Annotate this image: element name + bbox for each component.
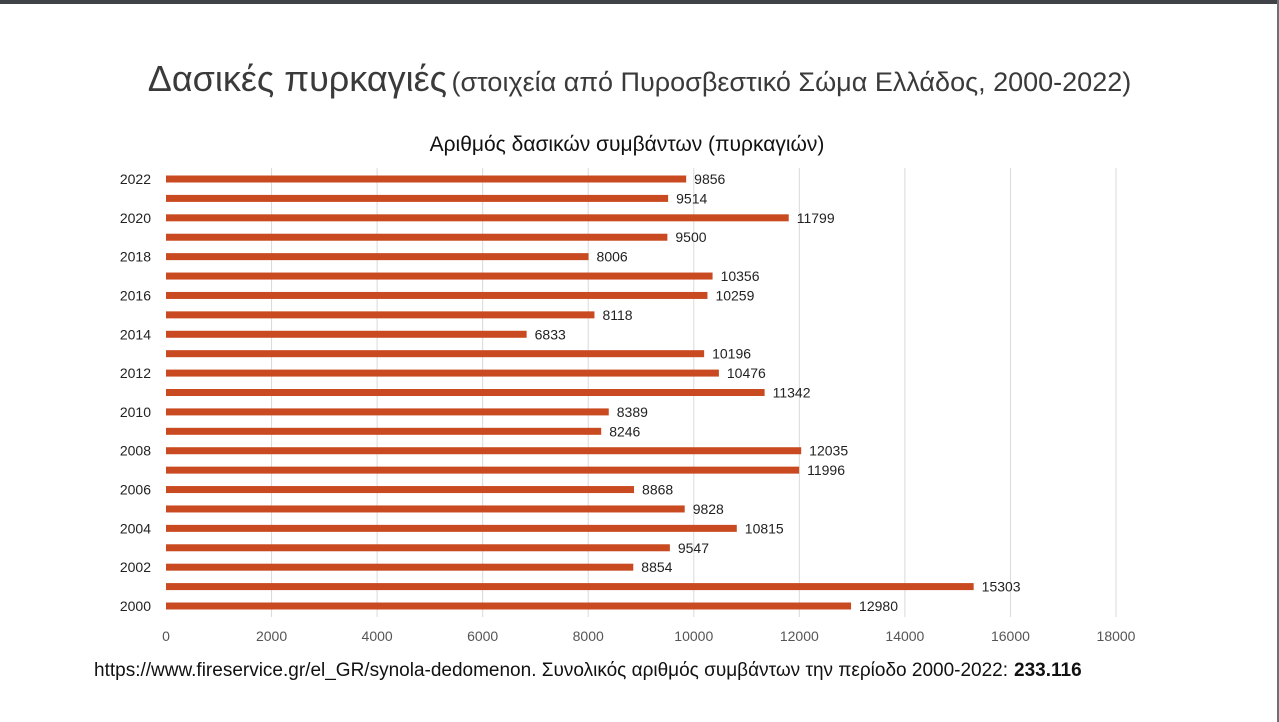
window-top-border	[0, 0, 1279, 4]
slide-title: Δασικές πυρκαγιές (στοιχεία από Πυροσβεσ…	[0, 58, 1279, 100]
data-label: 9828	[693, 501, 724, 517]
data-label: 8389	[617, 404, 648, 420]
bar	[166, 330, 527, 338]
data-label: 15303	[982, 579, 1021, 595]
x-tick-label: 10000	[674, 628, 713, 644]
y-tick-label: 2004	[120, 520, 151, 536]
footer-total: 233.116	[1014, 660, 1082, 681]
data-label: 9514	[676, 190, 707, 206]
data-label: 8868	[642, 482, 673, 498]
data-label: 8854	[641, 559, 672, 575]
data-label: 8006	[597, 249, 628, 265]
x-tick-label: 0	[162, 628, 170, 644]
bar	[166, 253, 589, 261]
data-label: 9856	[694, 171, 725, 187]
y-tick-label: 2008	[120, 443, 151, 459]
gridlines	[271, 168, 1117, 617]
data-label: 6833	[535, 326, 566, 342]
data-labels: 12980 15303 8854 9547 10815 9828 8868 11996 1203…	[535, 171, 1021, 614]
bar	[166, 583, 974, 591]
x-tick-label: 6000	[467, 628, 498, 644]
x-tick-label: 4000	[362, 628, 393, 644]
bar	[166, 233, 668, 241]
y-tick-label: 2020	[120, 210, 151, 226]
x-tick-label: 2000	[256, 628, 287, 644]
data-label: 12980	[859, 598, 898, 614]
y-tick-label: 2012	[120, 365, 151, 381]
bar	[166, 563, 634, 571]
data-label: 11996	[807, 462, 845, 478]
y-axis-labels: 2000 2002 2004 2006 2008 2010 2012 2014 2016 2018…	[120, 171, 151, 614]
data-label: 11342	[773, 385, 811, 401]
chart-title: Αριθμός δασικών συμβάντων (πυρκαγιών)	[430, 133, 825, 156]
bar	[166, 214, 789, 222]
bar	[166, 389, 765, 396]
data-label: 8246	[609, 423, 640, 439]
bar	[166, 311, 595, 319]
bar	[166, 505, 685, 513]
footer-source-text: https://www.fireservice.gr/el_GR/synola-…	[94, 660, 1009, 681]
bar	[166, 272, 713, 280]
window-right-border	[1277, 0, 1279, 722]
data-label: 10196	[712, 346, 751, 362]
x-tick-label: 14000	[885, 628, 924, 644]
x-tick-label: 16000	[991, 628, 1030, 644]
data-label: 10259	[715, 287, 754, 303]
bar	[166, 194, 669, 202]
bar	[166, 427, 602, 435]
x-tick-label: 8000	[573, 628, 604, 644]
bar	[166, 447, 802, 455]
y-tick-label: 2022	[120, 171, 151, 187]
data-label: 10815	[745, 520, 784, 536]
data-label: 12035	[809, 443, 848, 459]
x-axis-labels: 0 2000 4000 6000 8000 10000 12000 14000 16000 180…	[162, 628, 1136, 644]
y-tick-label: 2016	[120, 287, 151, 303]
y-tick-label: 2002	[120, 559, 151, 575]
y-tick-label: 2010	[120, 404, 151, 420]
bar	[166, 291, 708, 299]
bar	[166, 408, 609, 416]
bar	[166, 466, 800, 474]
data-label: 10476	[727, 365, 766, 381]
slide-title-main: Δασικές πυρκαγιές	[147, 58, 448, 99]
y-tick-label: 2014	[120, 326, 151, 342]
data-label: 9500	[675, 229, 706, 245]
bar	[166, 350, 705, 358]
bar	[166, 602, 852, 610]
x-tick-label: 12000	[780, 628, 819, 644]
data-label: 11799	[797, 210, 835, 226]
footer-source: https://www.fireservice.gr/el_GR/synola-…	[94, 660, 1082, 682]
data-label: 10356	[721, 268, 760, 284]
y-tick-label: 2018	[120, 249, 151, 265]
y-tick-label: 2006	[120, 482, 151, 498]
x-tick-label: 18000	[1097, 628, 1136, 644]
bar	[166, 369, 719, 377]
data-label: 9547	[678, 540, 709, 556]
bar	[166, 175, 687, 183]
data-label: 8118	[602, 307, 632, 323]
bar-chart: Αριθμός δασικών συμβάντων (πυρκαγιών) 12…	[120, 133, 1136, 644]
bar	[166, 486, 635, 494]
bar	[166, 544, 670, 552]
y-tick-label: 2000	[120, 598, 151, 614]
bar	[166, 524, 737, 532]
bars	[166, 175, 974, 610]
slide-title-subtitle: (στοιχεία από Πυροσβεστικό Σώμα Ελλάδος,…	[451, 67, 1132, 97]
